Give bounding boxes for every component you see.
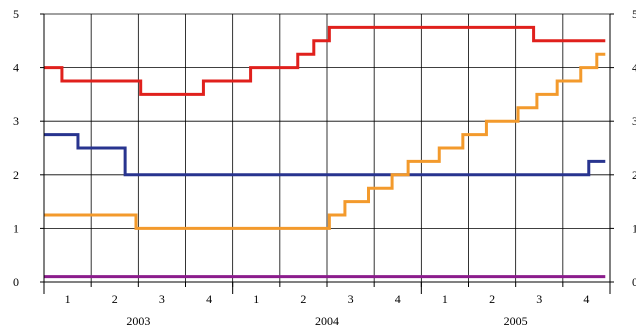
x-axis-quarter-labels: 1 2 3 4 1 2 3 4 1 2 3 4 — [65, 292, 590, 306]
y-tick-label: 0 — [13, 275, 19, 289]
series-line-2 — [44, 133, 606, 177]
x-quarter-label: 3 — [348, 292, 354, 306]
x-quarter-label: 2 — [112, 292, 118, 306]
x-quarter-label: 2 — [300, 292, 306, 306]
y-tick-label: 2 — [13, 168, 19, 182]
series-line-3 — [44, 52, 606, 230]
x-year-label: 2005 — [504, 314, 528, 328]
x-quarter-label: 2 — [489, 292, 495, 306]
x-quarter-label: 3 — [159, 292, 165, 306]
y-tick-label-right: 1 — [632, 221, 636, 235]
y-tick-label: 3 — [13, 114, 19, 128]
series-line-1 — [44, 25, 606, 96]
y-tick-label: 5 — [13, 7, 19, 21]
x-quarter-label: 4 — [206, 292, 212, 306]
series-layer — [44, 25, 606, 279]
y-tick-label-right: 0 — [632, 275, 636, 289]
y-axis-left-labels: 0 1 2 3 4 5 — [13, 7, 19, 289]
y-tick-label-right: 3 — [632, 114, 636, 128]
x-quarter-label: 1 — [65, 292, 71, 306]
x-quarter-label: 4 — [395, 292, 401, 306]
x-year-label: 2004 — [315, 314, 339, 328]
y-tick-label-right: 2 — [632, 168, 636, 182]
y-tick-label-right: 4 — [632, 61, 636, 75]
x-year-label: 2003 — [126, 314, 150, 328]
y-tick-label: 1 — [13, 221, 19, 235]
x-quarter-label: 3 — [536, 292, 542, 306]
y-tick-label: 4 — [13, 61, 19, 75]
grid-lines — [44, 13, 610, 282]
y-axis-right-labels: 0 1 2 3 4 5 — [632, 7, 636, 289]
y-tick-label-right: 5 — [632, 7, 636, 21]
x-quarter-label: 1 — [253, 292, 259, 306]
axes — [40, 13, 614, 294]
x-quarter-label: 4 — [583, 292, 589, 306]
x-axis-year-labels: 2003 2004 2005 — [126, 314, 527, 328]
x-quarter-label: 1 — [442, 292, 448, 306]
